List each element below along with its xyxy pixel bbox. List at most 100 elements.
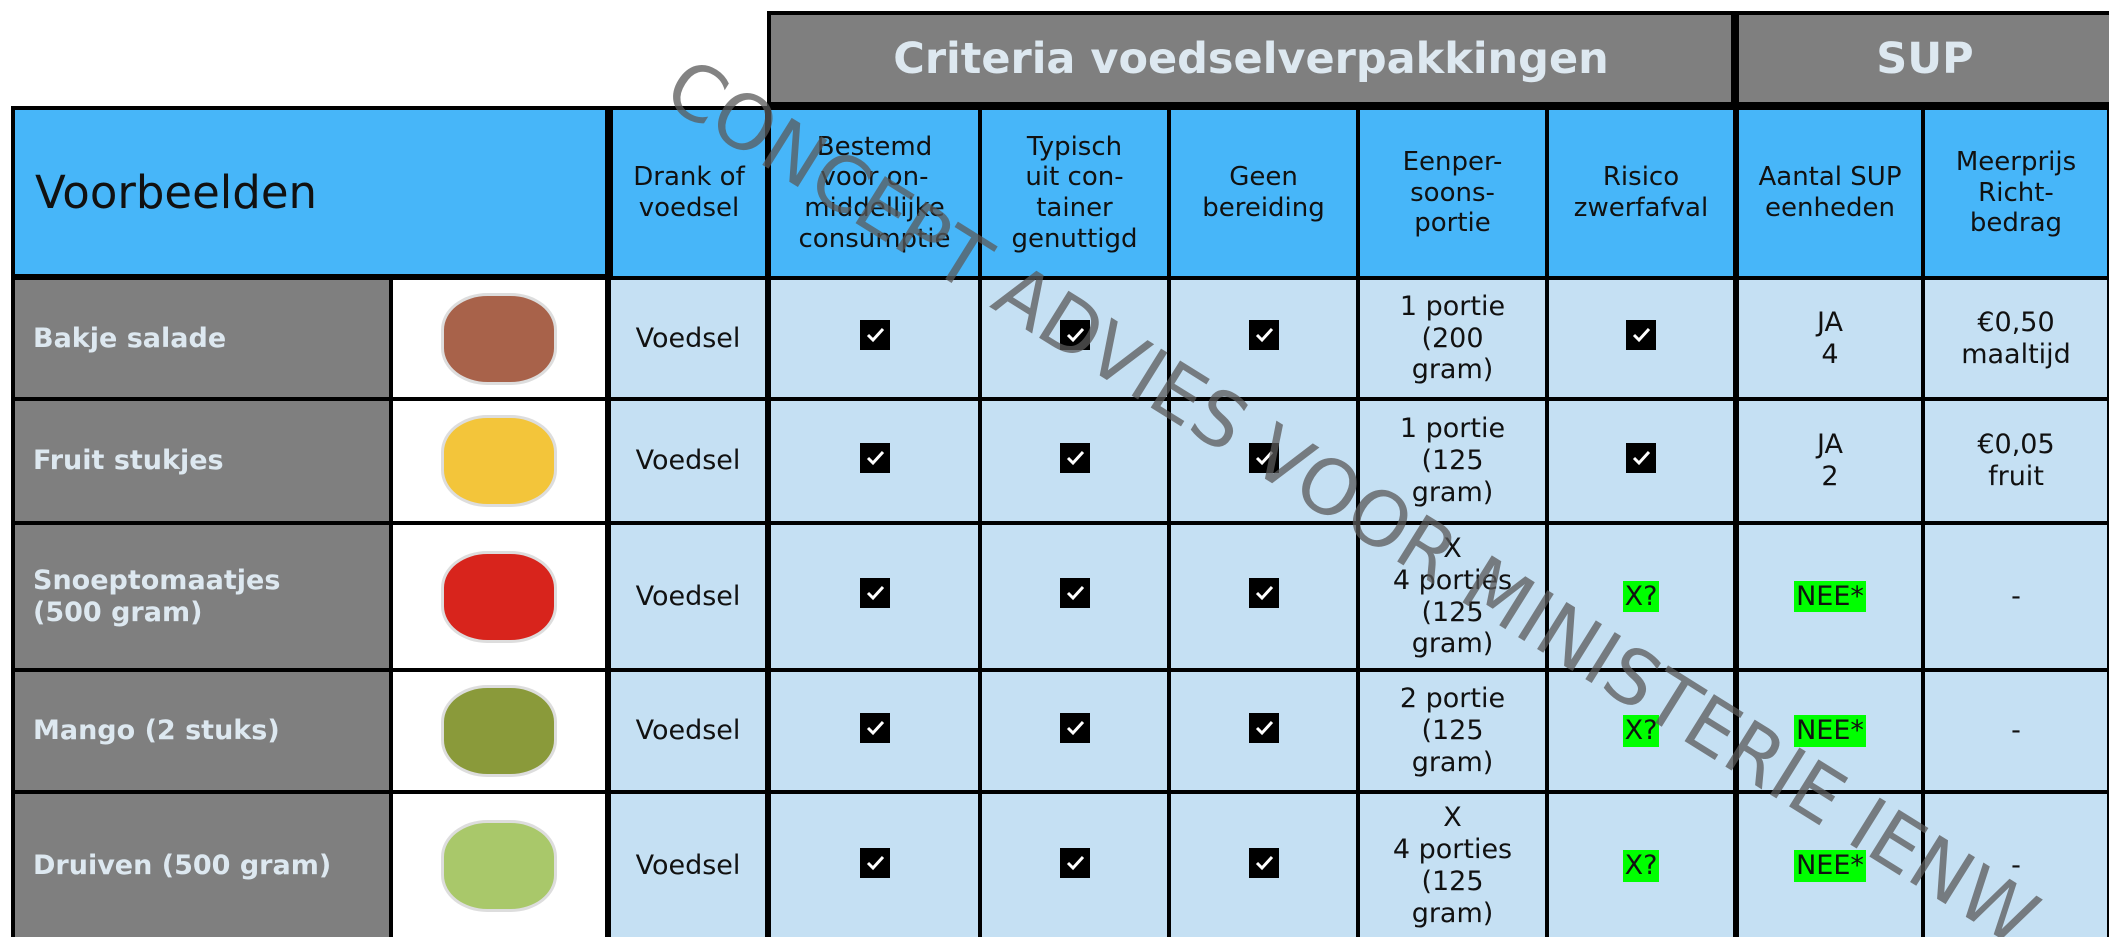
cell-text: X? bbox=[1622, 580, 1660, 613]
cell-text: gram) bbox=[1411, 628, 1494, 660]
column-header-line: Typisch bbox=[1026, 131, 1123, 162]
checkbox-checked bbox=[1248, 320, 1279, 357]
column-header: Eenper-soons-portie bbox=[1358, 106, 1547, 278]
table-cell bbox=[980, 670, 1169, 792]
cell-text: X? bbox=[1622, 715, 1660, 747]
cell-text: fruit bbox=[1988, 461, 2044, 492]
column-header-line: zwerfafval bbox=[1573, 193, 1709, 223]
cell-text: (125 bbox=[1421, 445, 1484, 477]
checkbox-checked bbox=[1059, 442, 1090, 480]
cell-text: X bbox=[1443, 532, 1462, 564]
cell-text: €0,05 bbox=[1977, 429, 2055, 461]
table-cell: €0,50 maaltijd bbox=[1923, 278, 2109, 399]
table-cell: Voedsel bbox=[609, 792, 767, 937]
row-name-line: Snoeptomaatjes bbox=[33, 564, 281, 596]
column-header: Typisch uit con-tainer genuttigd bbox=[980, 106, 1169, 278]
table-cell: €0,05 fruit bbox=[1923, 399, 2109, 523]
column-header-line: tainer bbox=[1036, 193, 1113, 223]
column-header-line: consumptie bbox=[798, 223, 951, 254]
table-cell: - bbox=[1923, 792, 2109, 937]
column-header-line: soons- bbox=[1410, 177, 1495, 208]
table-cell: X? bbox=[1547, 670, 1735, 792]
checkbox-checked bbox=[1626, 442, 1656, 480]
product-image bbox=[391, 670, 609, 792]
column-header-line: Geen bbox=[1229, 162, 1298, 193]
table-cell bbox=[1169, 278, 1358, 399]
column-header-line: Bestemd bbox=[816, 131, 933, 162]
table-cell bbox=[767, 792, 980, 937]
column-header: Drank of voedsel bbox=[609, 106, 767, 278]
cell-text: 4 bbox=[1821, 338, 1839, 370]
row-name-line: Bakje salade bbox=[33, 322, 227, 354]
checkbox-checked bbox=[1248, 578, 1279, 615]
checkbox-checked bbox=[1626, 320, 1656, 357]
cell-text: (125 bbox=[1421, 866, 1484, 897]
cell-text: 2 portie bbox=[1399, 683, 1506, 715]
checkbox-checked bbox=[1248, 442, 1279, 480]
cell-text: 4 porties bbox=[1392, 564, 1513, 596]
column-header: Geen bereiding bbox=[1169, 106, 1358, 278]
column-header-line: bereiding bbox=[1202, 193, 1325, 223]
cell-text: Voedsel bbox=[635, 580, 741, 612]
table-cell bbox=[1547, 278, 1735, 399]
sup-header: SUP bbox=[1735, 11, 2109, 106]
table-cell: - bbox=[1923, 523, 2109, 670]
checkbox-checked bbox=[1248, 712, 1279, 750]
product-image bbox=[391, 523, 609, 670]
table-cell: Voedsel bbox=[609, 278, 767, 399]
row-name-line: Mango (2 stuks) bbox=[33, 715, 280, 747]
table-cell bbox=[767, 523, 980, 670]
checkbox-checked bbox=[1059, 712, 1090, 750]
cell-text: NEE* bbox=[1794, 715, 1866, 747]
row-name-line: Fruit stukjes bbox=[33, 445, 224, 477]
cell-text: (125 bbox=[1421, 715, 1484, 747]
column-header-line: bedrag bbox=[1969, 208, 2063, 239]
column-header: Aantal SUP eenheden bbox=[1735, 106, 1923, 278]
column-header-line: Drank of bbox=[633, 162, 745, 193]
table-cell bbox=[1169, 670, 1358, 792]
cell-text: (125 bbox=[1421, 596, 1484, 628]
cell-text: €0,50 bbox=[1977, 306, 2055, 338]
column-header-line: portie bbox=[1414, 208, 1491, 239]
checkbox-checked bbox=[859, 320, 890, 357]
product-image bbox=[391, 278, 609, 399]
cell-text: - bbox=[2011, 715, 2021, 747]
column-header-line: uit con- bbox=[1025, 162, 1124, 193]
column-header-line: Richt- bbox=[1978, 177, 2054, 208]
cell-text: gram) bbox=[1411, 476, 1494, 508]
cell-text: Voedsel bbox=[635, 850, 741, 882]
cell-text: gram) bbox=[1411, 746, 1494, 778]
cell-text: NEE* bbox=[1794, 850, 1866, 882]
checkbox-checked bbox=[1059, 847, 1090, 885]
cell-text: JA bbox=[1817, 306, 1843, 338]
table-cell bbox=[980, 278, 1169, 399]
cell-text: 1 portie bbox=[1399, 413, 1506, 445]
row-name-line: Druiven (500 gram) bbox=[33, 850, 332, 882]
column-header-line: middellijke bbox=[804, 193, 945, 223]
row-name: Snoeptomaatjes (500 gram) bbox=[11, 523, 391, 670]
examples-header: Voorbeelden bbox=[11, 106, 609, 278]
table-cell: X? bbox=[1547, 523, 1735, 670]
row-name-line: (500 gram) bbox=[33, 596, 203, 628]
product-photo bbox=[441, 550, 557, 643]
table-cell bbox=[980, 792, 1169, 937]
cell-text: 4 porties bbox=[1392, 834, 1513, 866]
table-cell bbox=[980, 523, 1169, 670]
row-name: Fruit stukjes bbox=[11, 399, 391, 523]
table-cell: NEE* bbox=[1735, 792, 1923, 937]
column-header: Bestemd voor on-middellijke consumptie bbox=[767, 106, 980, 278]
column-header-line: voor on- bbox=[820, 162, 929, 193]
row-name: Mango (2 stuks) bbox=[11, 670, 391, 792]
checkbox-checked bbox=[859, 712, 890, 750]
cell-text: 1 portie bbox=[1399, 290, 1506, 322]
table-cell: - bbox=[1923, 670, 2109, 792]
table-cell bbox=[1169, 399, 1358, 523]
table-cell: X? bbox=[1547, 792, 1735, 937]
product-photo bbox=[441, 685, 557, 777]
table-cell bbox=[1169, 523, 1358, 670]
column-header-line: voedsel bbox=[638, 193, 740, 223]
product-photo bbox=[441, 415, 557, 507]
